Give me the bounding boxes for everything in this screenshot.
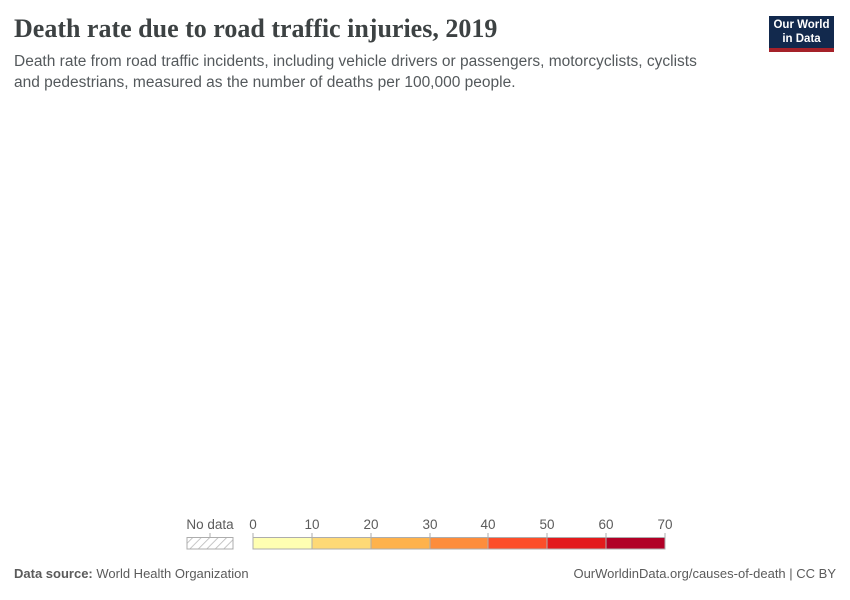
svg-text:50: 50	[539, 517, 554, 532]
svg-text:No data: No data	[186, 517, 234, 532]
svg-text:30: 30	[422, 517, 437, 532]
svg-text:0: 0	[249, 517, 257, 532]
svg-text:10: 10	[304, 517, 319, 532]
svg-text:40: 40	[480, 517, 495, 532]
svg-text:70: 70	[657, 517, 672, 532]
svg-text:60: 60	[598, 517, 613, 532]
svg-text:20: 20	[363, 517, 378, 532]
